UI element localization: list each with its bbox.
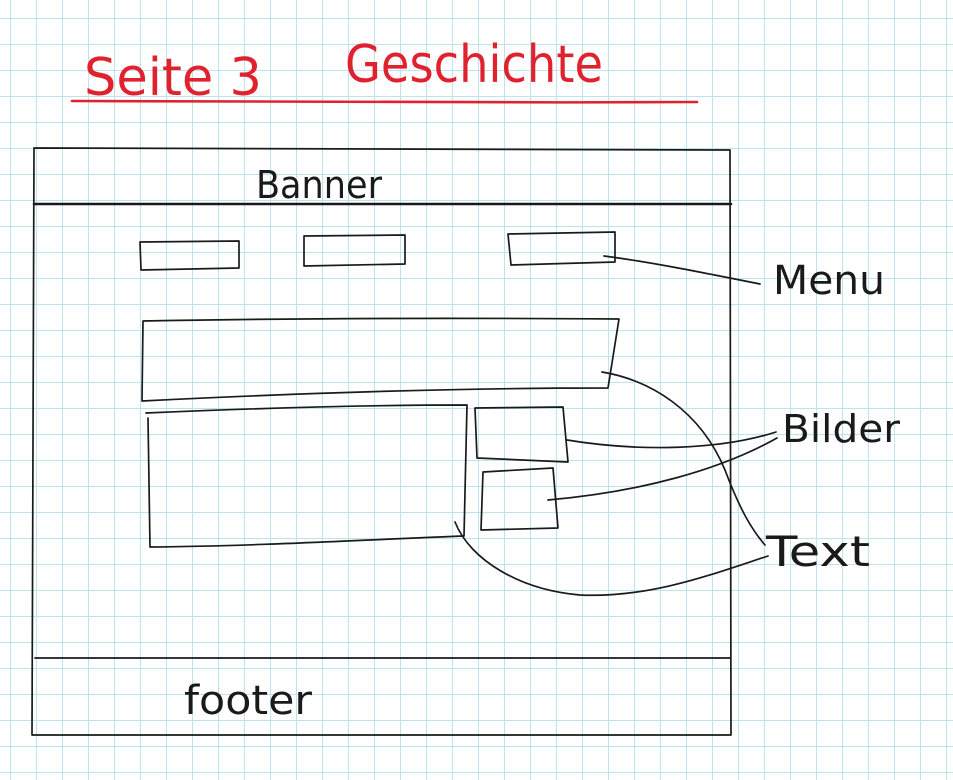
image-box-2 <box>480 467 559 531</box>
page-frame-outline <box>31 147 732 736</box>
footer-label: footer <box>184 678 313 724</box>
menu-item-box-3 <box>507 231 616 266</box>
menu-item-box-1 <box>139 240 240 271</box>
image-callout-line-1 <box>566 431 777 449</box>
text-callout-line-lower <box>454 521 769 597</box>
text-callout-line-upper <box>601 371 766 546</box>
image-box-1 <box>474 406 569 463</box>
page-number-heading: Seite 3 <box>84 48 262 108</box>
body-text-box <box>145 404 468 548</box>
menu-item-box-2 <box>303 234 406 267</box>
text-annotation-label: Text <box>765 527 870 576</box>
page-title-heading: Geschichte <box>345 35 603 95</box>
banner-label: Banner <box>256 163 382 207</box>
heading-underline <box>70 99 699 104</box>
wide-text-box <box>141 317 620 402</box>
menu-annotation-label: Menu <box>773 258 885 304</box>
image-callout-line-2 <box>547 437 778 501</box>
menu-callout-line <box>603 255 761 285</box>
images-annotation-label: Bilder <box>782 407 900 451</box>
